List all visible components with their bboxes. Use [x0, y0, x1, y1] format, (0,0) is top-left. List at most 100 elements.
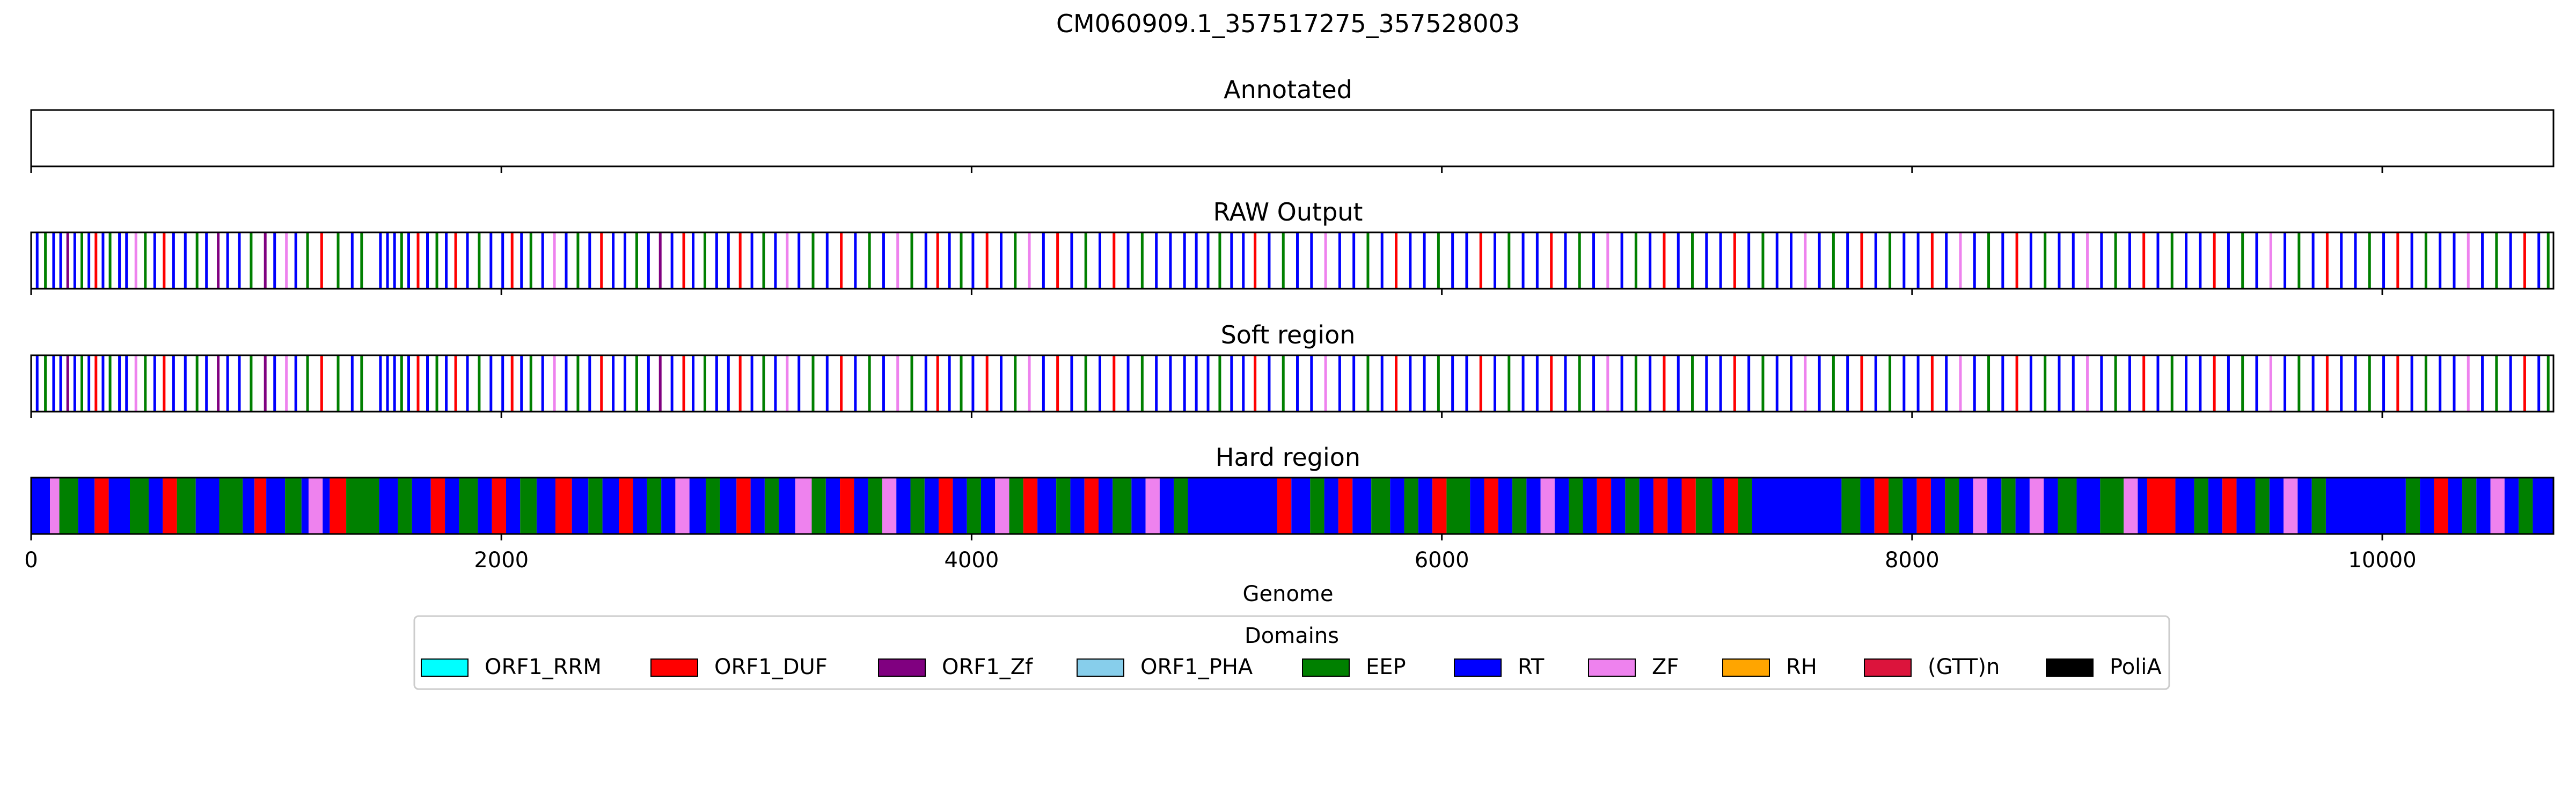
domain-hit	[1437, 355, 1440, 412]
domain-hit	[600, 355, 603, 412]
domain-segment	[2058, 478, 2077, 534]
domain-hit	[466, 355, 469, 412]
domain-hit	[1113, 355, 1116, 412]
domain-segment	[2420, 478, 2434, 534]
domain-hit	[1677, 232, 1680, 289]
domain-hit	[1578, 355, 1581, 412]
domain-hit	[1183, 232, 1186, 289]
domain-hit	[1423, 355, 1426, 412]
track-panel: RAW Output	[30, 197, 2555, 295]
domain-segment	[2297, 478, 2312, 534]
domain-segment	[31, 478, 50, 534]
domain-hit	[811, 232, 815, 289]
domain-hit	[94, 355, 98, 412]
legend-label: EEP	[1366, 655, 1406, 679]
domain-segment	[2448, 478, 2463, 534]
domain-segment	[825, 478, 840, 534]
domain-segment	[108, 478, 130, 534]
domain-hit	[1324, 355, 1327, 412]
domain-hit	[1747, 355, 1751, 412]
domain-hit	[1592, 355, 1596, 412]
domain-segment	[219, 478, 243, 534]
domain-segment	[2175, 478, 2194, 534]
domain-hit	[1790, 232, 1793, 289]
domain-hit	[1945, 355, 1948, 412]
domain-hit	[1804, 232, 1807, 289]
domain-hit	[400, 232, 403, 289]
domain-hit	[2439, 355, 2442, 412]
domain-hit	[360, 355, 363, 412]
x-tick-label: 2000	[474, 548, 529, 573]
domain-hit	[1206, 232, 1210, 289]
domain-hit	[647, 232, 650, 289]
domain-hit	[1775, 232, 1779, 289]
domain-hit	[2086, 355, 2089, 412]
domain-segment	[2476, 478, 2491, 534]
domain-hit	[553, 355, 556, 412]
domain-segment	[647, 478, 662, 534]
domain-segment	[1667, 478, 1682, 534]
domain-segment	[2405, 478, 2420, 534]
domain-segment	[896, 478, 911, 534]
domain-hit	[454, 232, 457, 289]
domain-hit	[52, 232, 55, 289]
domain-segment	[1959, 478, 1973, 534]
domain-hit	[1014, 355, 1017, 412]
legend-label: ORF1_RRM	[485, 655, 602, 679]
legend-label: (GTT)n	[1928, 655, 2000, 679]
domain-segment	[1625, 478, 1640, 534]
domain-hit	[320, 232, 323, 289]
domain-segment	[1188, 478, 1277, 534]
domain-hit	[854, 355, 857, 412]
domain-hit	[350, 355, 354, 412]
domain-hit	[1634, 355, 1637, 412]
domain-segment	[1159, 478, 1174, 534]
domain-hit	[238, 355, 241, 412]
domain-hit	[1930, 232, 1934, 289]
domain-hit	[1056, 355, 1059, 412]
domain-hit	[1691, 355, 1694, 412]
domain-hit	[2185, 355, 2188, 412]
domain-segment	[1945, 478, 1959, 534]
domain-segment	[1889, 478, 1903, 534]
domain-hit	[1338, 355, 1341, 412]
domain-hit	[1535, 355, 1539, 412]
domain-hit	[285, 232, 288, 289]
legend-swatch	[1722, 658, 1770, 677]
domain-hit	[727, 355, 730, 412]
domain-segment	[379, 478, 398, 534]
domain-hit	[264, 355, 267, 412]
domain-hit	[2311, 232, 2315, 289]
domain-segment	[301, 478, 309, 534]
domain-hit	[1705, 355, 1708, 412]
domain-hit	[2044, 232, 2047, 289]
x-tick-label: 4000	[945, 548, 999, 573]
domain-segment	[1446, 478, 1470, 534]
domain-hit	[715, 232, 718, 289]
domain-segment	[1597, 478, 1612, 534]
domain-segment	[195, 478, 219, 534]
domain-hit	[2467, 355, 2470, 412]
domain-hit	[2325, 355, 2329, 412]
domain-hit	[840, 232, 843, 289]
domain-hit	[195, 232, 199, 289]
domain-hit	[2213, 232, 2216, 289]
domain-segment	[1418, 478, 1433, 534]
domain-hit	[1395, 232, 1398, 289]
domain-hit	[1352, 232, 1356, 289]
domain-segment	[346, 478, 379, 534]
domain-hit	[1733, 232, 1736, 289]
domain-hit	[1230, 355, 1233, 412]
domain-hit	[2114, 355, 2117, 412]
domain-segment	[1639, 478, 1653, 534]
track-panel: Hard region	[30, 443, 2555, 540]
domain-segment	[2222, 478, 2237, 534]
domain-hit	[1959, 232, 1962, 289]
domain-hit	[101, 355, 105, 412]
domain-hit	[1218, 355, 1221, 412]
domain-hit	[1028, 232, 1031, 289]
domain-hit	[738, 355, 742, 412]
domain-hit	[1282, 355, 1285, 412]
domain-hit	[153, 355, 156, 412]
domain-hit	[529, 355, 532, 412]
